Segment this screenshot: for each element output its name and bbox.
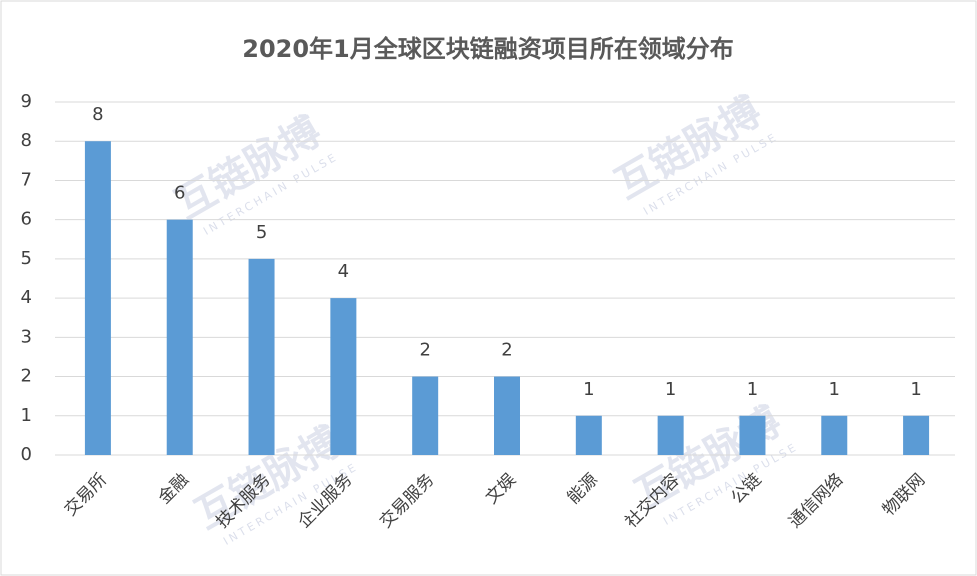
bar <box>494 376 520 455</box>
bar <box>166 219 193 455</box>
data-label: 2 <box>419 340 430 361</box>
bar <box>412 376 439 455</box>
y-tick-label: 6 <box>21 209 32 230</box>
data-label: 6 <box>174 183 185 204</box>
y-tick-label: 5 <box>21 248 32 269</box>
y-tick-label: 3 <box>21 326 32 347</box>
chart-title: 2020年1月全球区块链融资项目所在领域分布 <box>242 35 734 63</box>
y-tick-label: 4 <box>21 287 32 308</box>
bar <box>657 415 684 455</box>
y-tick-label: 2 <box>21 366 32 387</box>
data-label: 4 <box>338 261 349 282</box>
data-label: 1 <box>665 379 676 400</box>
bar <box>248 258 275 455</box>
data-label: 8 <box>92 104 103 125</box>
y-tick-label: 8 <box>21 130 32 151</box>
y-tick-label: 1 <box>21 405 32 426</box>
data-label: 1 <box>910 379 921 400</box>
bar <box>821 415 848 455</box>
data-label: 1 <box>583 379 594 400</box>
bar <box>903 415 930 455</box>
data-label: 2 <box>501 340 512 361</box>
y-tick-label: 7 <box>21 169 32 190</box>
data-label: 1 <box>829 379 840 400</box>
bar <box>330 298 357 455</box>
bar <box>739 415 766 455</box>
bar <box>575 415 602 455</box>
bar <box>84 141 111 455</box>
data-label: 5 <box>256 222 267 243</box>
y-tick-label: 9 <box>21 91 32 112</box>
y-tick-label: 0 <box>21 444 32 465</box>
data-label: 1 <box>747 379 758 400</box>
